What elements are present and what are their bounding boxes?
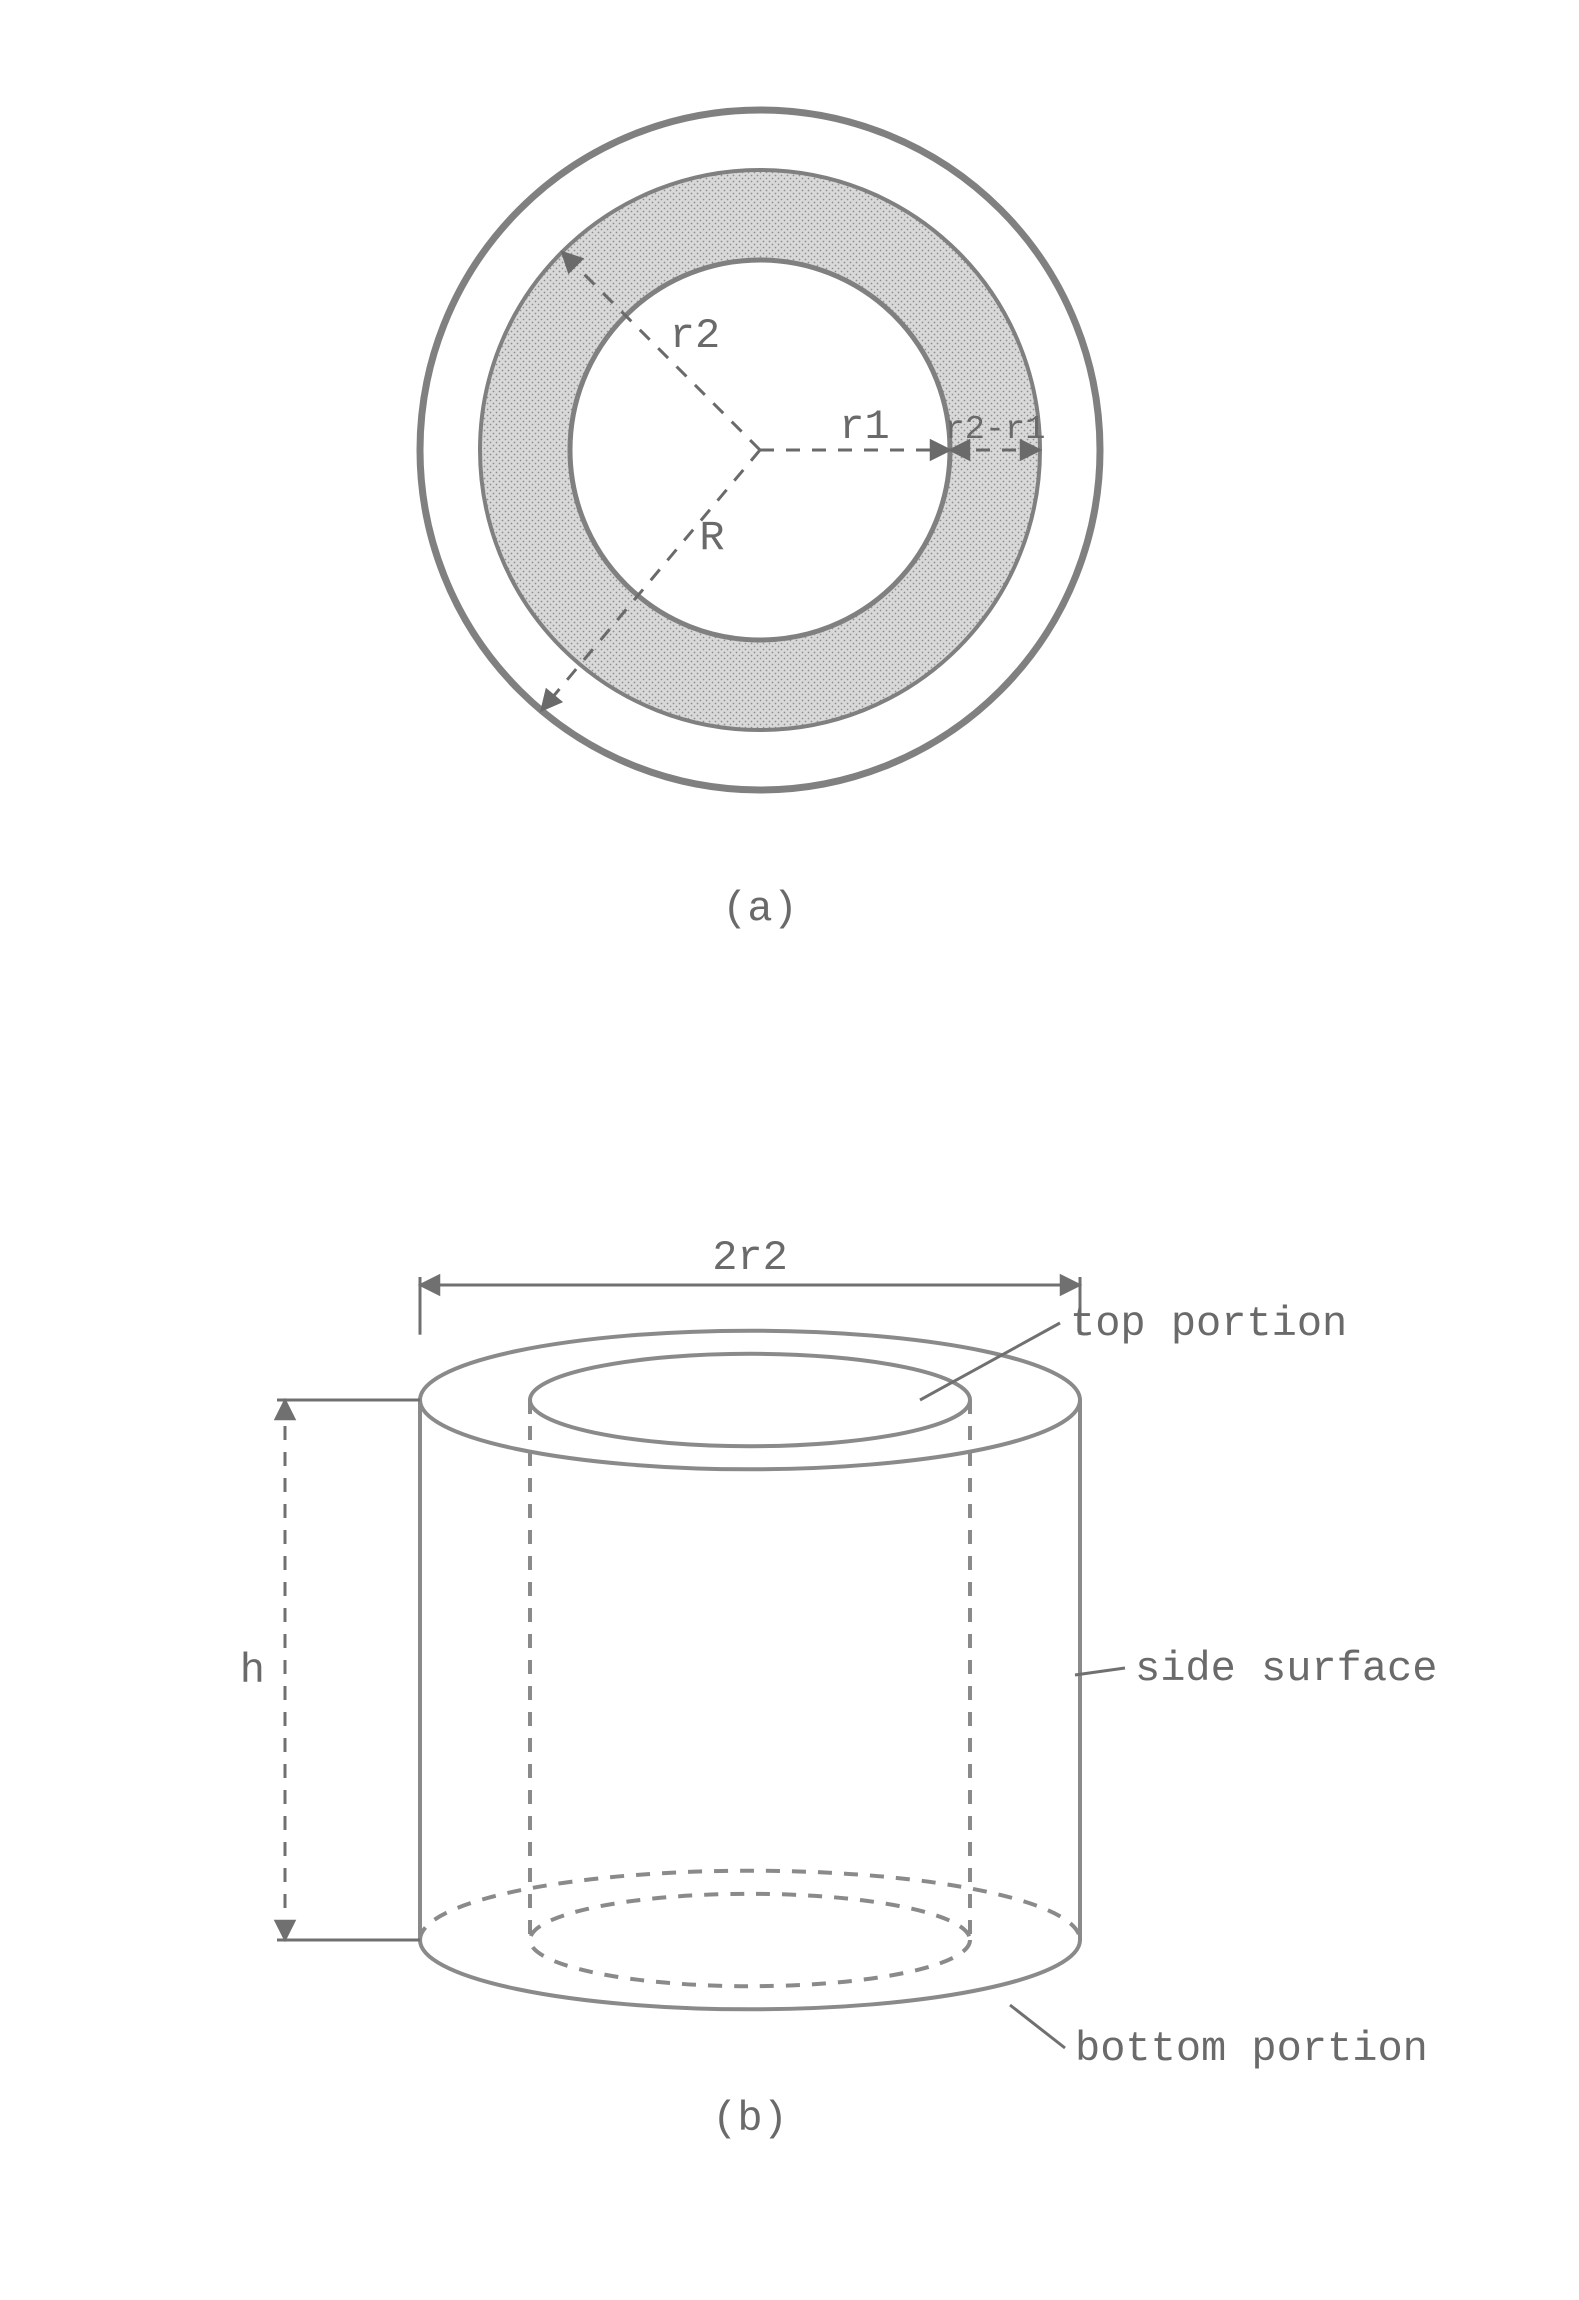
inner-bottom-ellipse <box>530 1894 970 1986</box>
label-2r2: 2r2 <box>712 1234 788 1282</box>
callout-top-label: top portion <box>1070 1300 1347 1348</box>
callout-side-label: side surface <box>1135 1645 1437 1693</box>
outer-bottom-back <box>420 1871 1080 1940</box>
figure-b: 2r2 h top portion side surface bottom portio… <box>240 1234 1438 2143</box>
callout-side-leader <box>1075 1668 1125 1675</box>
outer-top-ellipse <box>420 1331 1080 1470</box>
figure-a: r1 r2 Rr2-r1 (a) <box>420 110 1100 933</box>
label-R: R <box>699 514 724 562</box>
label-r2-r1: r2-r1 <box>945 411 1046 449</box>
label-r2: r2 <box>670 312 720 360</box>
caption-b: (b) <box>712 2095 788 2143</box>
callout-top-leader <box>920 1323 1060 1400</box>
inner-top-ellipse <box>530 1354 970 1446</box>
callout-bottom-leader <box>1010 2005 1065 2048</box>
outer-bottom-front <box>420 1940 1080 2009</box>
caption-a: (a) <box>722 885 798 933</box>
label-r1: r1 <box>839 403 889 451</box>
label-h: h <box>240 1647 265 1695</box>
callout-bottom-label: bottom portion <box>1075 2025 1428 2073</box>
